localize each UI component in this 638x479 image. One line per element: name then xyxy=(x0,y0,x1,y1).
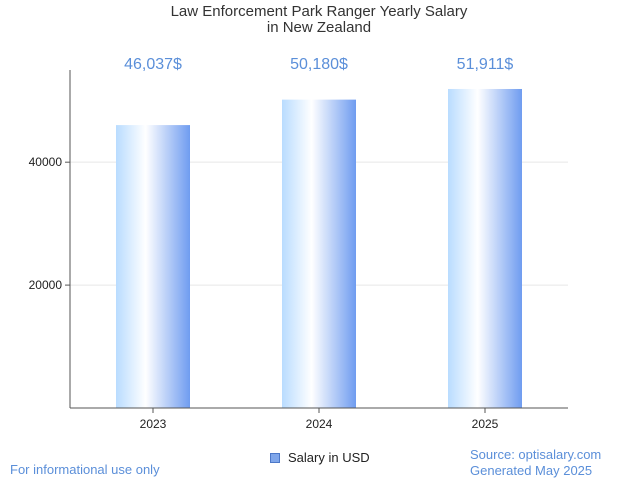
disclaimer-note: For informational use only xyxy=(10,462,160,477)
value-label-2025: 51,911$ xyxy=(457,56,514,73)
chart-title-line-1: Law Enforcement Park Ranger Yearly Salar… xyxy=(170,3,468,20)
x-tick-label-2024: 2024 xyxy=(306,417,333,431)
axes: 20000 40000 2023 2024 2025 xyxy=(29,70,568,431)
bar-2024 xyxy=(282,99,356,408)
bar-2025 xyxy=(448,88,522,408)
legend: Salary in USD xyxy=(270,450,370,465)
bar-2023 xyxy=(116,125,190,408)
legend-swatch xyxy=(270,452,280,463)
generated-text: Generated May 2025 xyxy=(470,463,593,478)
y-tick-label-40000: 40000 xyxy=(29,155,63,169)
chart-title: Law Enforcement Park Ranger Yearly Salar… xyxy=(0,4,638,36)
x-tick-label-2023: 2023 xyxy=(140,417,167,431)
labels: 46,037$ 50,180$ 51,911$ xyxy=(124,56,513,73)
bars xyxy=(116,88,522,408)
x-tick-label-2025: 2025 xyxy=(472,417,499,431)
value-label-2023: 46,037$ xyxy=(124,56,182,73)
source-text: Source: optisalary.com xyxy=(470,447,602,462)
source-note: Source: optisalary.com Generated May 202… xyxy=(470,447,601,479)
chart-title-line-2: in New Zealand xyxy=(266,19,372,36)
legend-label: Salary in USD xyxy=(288,450,370,465)
value-label-2024: 50,180$ xyxy=(290,56,348,73)
y-tick-label-20000: 20000 xyxy=(29,278,63,292)
